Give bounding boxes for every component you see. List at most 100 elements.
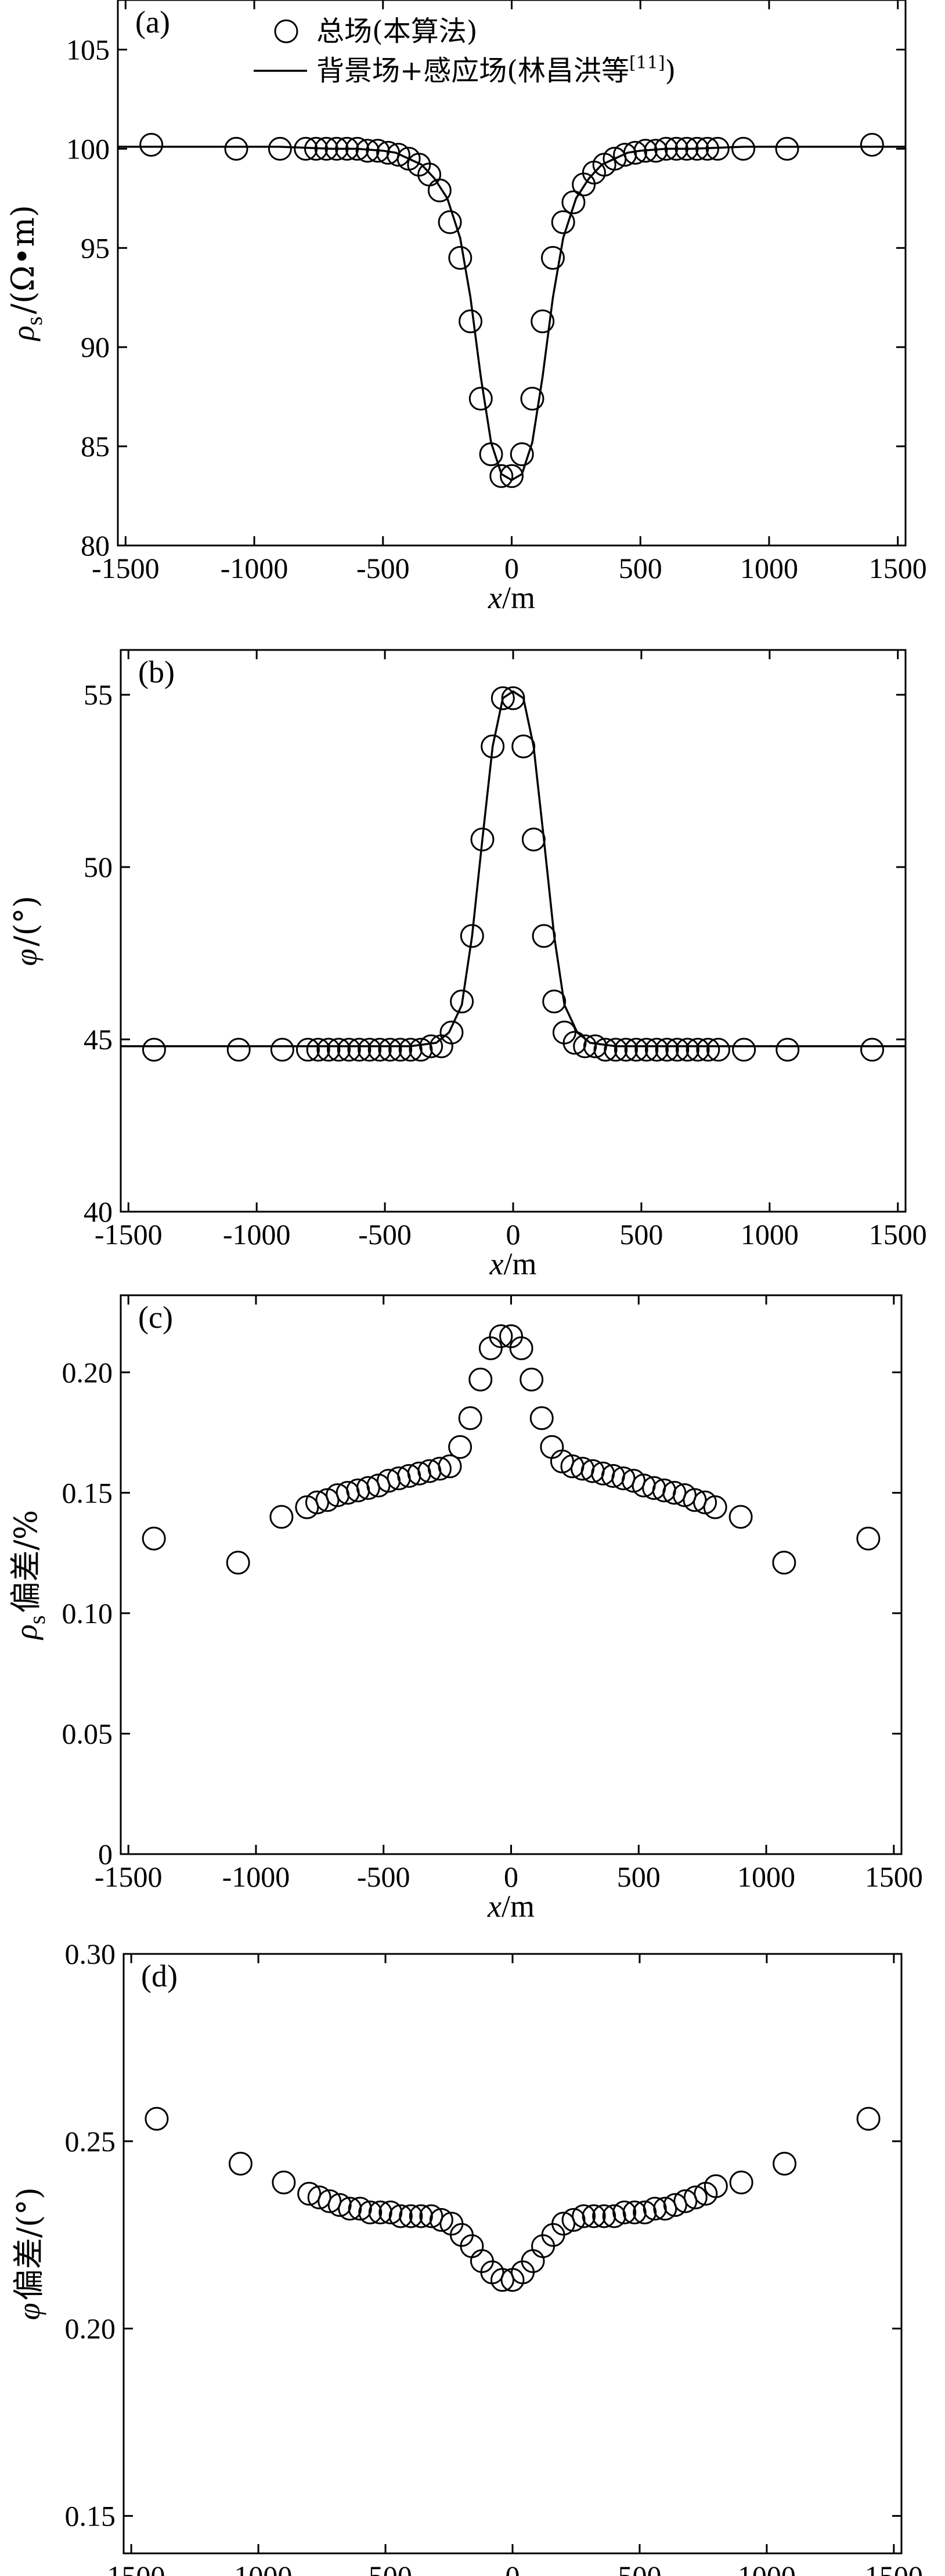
y-tick-label: 0.15 xyxy=(65,2499,116,2532)
data-point xyxy=(624,1038,648,1062)
data-point xyxy=(520,386,544,411)
x-tick-label: -500 xyxy=(356,552,410,584)
data-point xyxy=(728,1505,753,1529)
y-tick-label: 0.30 xyxy=(65,1938,116,1970)
data-point xyxy=(470,828,495,852)
x-tick-label: -500 xyxy=(359,2560,412,2576)
data-point xyxy=(665,1038,690,1062)
data-point xyxy=(633,139,658,163)
data-point xyxy=(327,2193,352,2217)
data-point xyxy=(429,2208,453,2232)
data-point xyxy=(501,686,525,710)
data-point xyxy=(306,1038,330,1062)
legend-entry-background-induced: 背景场+感应场(林昌洪等[11]) xyxy=(316,53,676,87)
y-axis-label: ρs/(Ω•m) xyxy=(5,205,47,342)
panel-label: (c) xyxy=(138,1300,173,1335)
data-point xyxy=(490,2268,514,2292)
data-point xyxy=(142,1038,166,1062)
y-tick-label: 50 xyxy=(84,851,113,883)
data-point xyxy=(663,2193,687,2217)
chart-panel-2: -1500 -1000 -500 0 500 1000 1500 40 45 50 55 x/m φ/(… xyxy=(8,649,927,1281)
data-point xyxy=(459,309,483,334)
data-point xyxy=(468,1367,493,1392)
data-point xyxy=(409,2204,433,2228)
chart-panel-1: -1500 -1000 -500 0 500 1000 1500 80 85 90 95 100 105… xyxy=(5,0,927,615)
data-point xyxy=(551,210,575,234)
data-point xyxy=(318,2189,342,2213)
data-point xyxy=(489,1324,513,1349)
data-point xyxy=(683,2185,708,2210)
data-point xyxy=(664,136,688,161)
data-point xyxy=(686,1038,710,1062)
data-point xyxy=(695,136,720,161)
data-point xyxy=(399,2204,423,2228)
data-point xyxy=(602,2204,626,2228)
data-point xyxy=(427,1457,452,1481)
panel-label: (b) xyxy=(138,655,175,689)
data-point xyxy=(551,2212,576,2236)
data-point xyxy=(348,2196,372,2221)
legend-entry-total-field: 总场(本算法) xyxy=(316,15,477,48)
x-tick-label: -1000 xyxy=(225,2560,293,2576)
y-tick-label: 0.20 xyxy=(65,2313,116,2345)
data-point xyxy=(438,1454,462,1479)
y-tick-label: 0 xyxy=(98,1838,113,1870)
data-point xyxy=(304,136,328,161)
data-point xyxy=(368,2200,392,2224)
data-point xyxy=(520,1367,544,1392)
data-point xyxy=(419,2204,443,2228)
data-point xyxy=(593,1038,618,1062)
data-point xyxy=(142,1526,166,1551)
data-point xyxy=(327,1038,351,1062)
y-tick-label: 100 xyxy=(66,132,110,165)
y-tick-label: 105 xyxy=(66,33,110,66)
data-point xyxy=(532,924,556,948)
y-axis-label: φ/(°) xyxy=(8,895,44,966)
x-tick-label: -1500 xyxy=(95,1860,163,1893)
data-point xyxy=(448,1435,472,1459)
data-point xyxy=(685,136,709,161)
y-tick-label: 0.05 xyxy=(62,1717,113,1750)
y-tick-label: 85 xyxy=(81,430,110,463)
x-tick-label: 1500 xyxy=(869,552,927,584)
x-tick-label: 500 xyxy=(619,552,662,584)
data-point xyxy=(623,140,647,165)
data-point xyxy=(398,1038,423,1062)
x-tick-label: 0 xyxy=(504,1860,518,1893)
data-point xyxy=(226,1551,250,1575)
data-point xyxy=(226,1038,251,1062)
data-point xyxy=(562,1031,587,1055)
data-point xyxy=(612,2200,637,2224)
x-tick-label: 1000 xyxy=(741,1218,799,1251)
data-point xyxy=(704,2174,728,2198)
legend-marker-circle xyxy=(274,19,298,44)
data-point xyxy=(468,386,493,411)
data-point xyxy=(673,2189,698,2213)
data-point xyxy=(386,143,410,167)
y-tick-label: 0.10 xyxy=(62,1597,113,1630)
data-point xyxy=(145,2107,169,2131)
data-point xyxy=(856,2107,881,2131)
data-point xyxy=(860,1038,885,1062)
series-line xyxy=(118,146,906,482)
data-point xyxy=(561,190,586,215)
data-point xyxy=(511,734,536,758)
y-tick-label: 40 xyxy=(84,1195,113,1228)
data-point xyxy=(696,1038,720,1062)
data-point xyxy=(706,1038,730,1062)
x-tick-label: 1500 xyxy=(869,1218,927,1251)
data-point xyxy=(521,828,546,852)
chart-panel-3: -1500 -1000 -500 0 500 1000 1500 0 0.05 0.10 0.15 0… xyxy=(8,1294,923,1924)
data-point xyxy=(268,136,292,161)
data-point xyxy=(856,1526,881,1551)
data-point xyxy=(296,1038,320,1062)
chart-panel-4: -1500 -1000 -500 0 500 1000 1500 0.15 0.20 0.25 0.… xyxy=(10,1938,923,2576)
x-tick-label: -500 xyxy=(358,1218,412,1251)
data-point xyxy=(614,1038,638,1062)
data-point xyxy=(338,2196,362,2221)
x-tick-label: 500 xyxy=(618,2560,661,2576)
data-point xyxy=(732,1038,756,1062)
y-tick-label: 55 xyxy=(84,678,113,711)
data-point xyxy=(775,136,799,161)
data-point xyxy=(573,1034,597,1058)
